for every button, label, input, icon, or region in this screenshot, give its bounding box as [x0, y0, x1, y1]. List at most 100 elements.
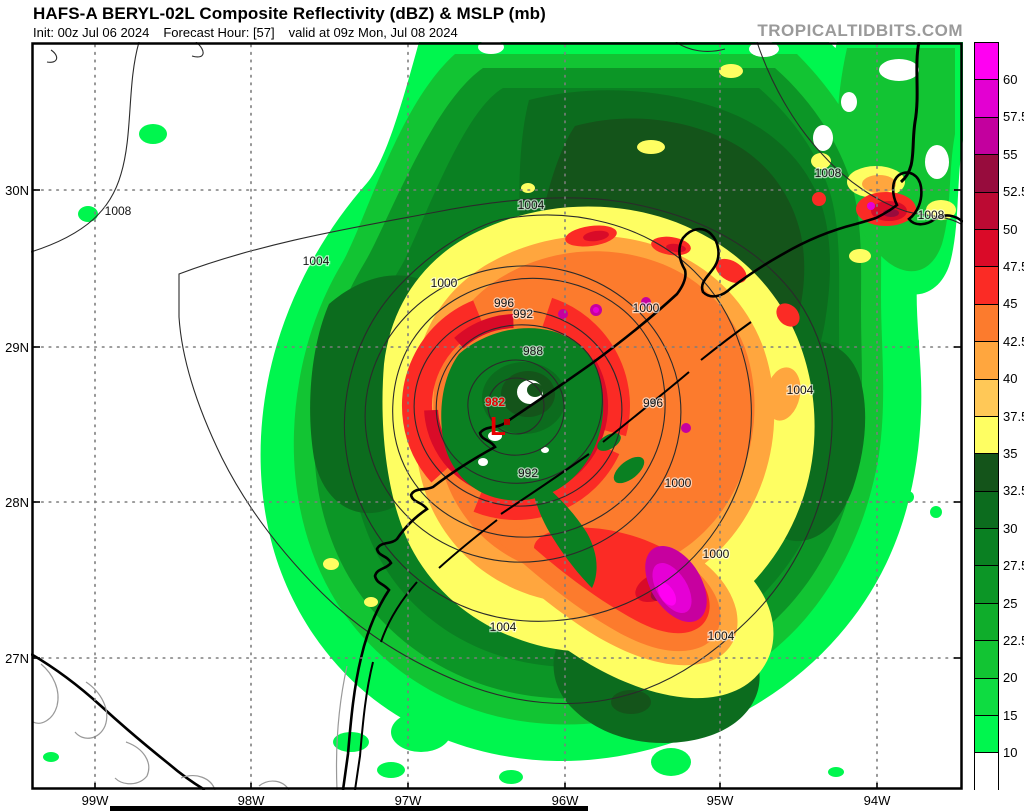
- colorbar-tick-label: 60: [1003, 71, 1018, 87]
- clear-air-hole: [813, 125, 833, 151]
- latitude-label: 28N: [5, 495, 29, 510]
- isobar-label: 1000: [703, 547, 730, 561]
- colorbar-tick-label: 47.5: [1003, 258, 1024, 274]
- barrier-island: [500, 453, 590, 515]
- longitude-label: 99W: [81, 793, 109, 808]
- radar-magenta-speck: [641, 297, 651, 307]
- inland-water-line: [114, 741, 150, 785]
- valid-time: valid at 09z Mon, Jul 08 2024: [288, 25, 458, 40]
- colorbar-segment: [975, 304, 998, 343]
- barrier-island: [700, 321, 752, 361]
- radar-blob: [637, 140, 665, 154]
- rio-grande: [31, 652, 206, 790]
- watermark: TROPICALTIDBITS.COM: [757, 21, 963, 40]
- radar-blob: [849, 249, 871, 263]
- isobar-line: [435, 324, 603, 484]
- radar-magenta-core: [657, 582, 677, 606]
- page-title: HAFS-A BERYL-02L Composite Reflectivity …: [33, 4, 546, 23]
- radar-blob: [902, 491, 914, 503]
- colorbar-tick-label: 45: [1003, 296, 1018, 312]
- isobar-label: 996: [643, 396, 663, 410]
- radar-blob: [377, 762, 405, 778]
- colorbar-tick-label: 57.5: [1003, 109, 1024, 125]
- latlon-grid: [33, 44, 961, 789]
- isobar-line: [31, 42, 140, 253]
- clear-air-hole: [879, 59, 919, 81]
- isobar-line: [343, 214, 752, 622]
- radar-magenta-speck: [593, 307, 599, 313]
- isobar-label: 1004: [708, 629, 735, 643]
- init-time: Init: 00z Jul 06 2024: [33, 25, 150, 40]
- colorbar-segment: [975, 43, 998, 81]
- radar-blob: [930, 506, 942, 518]
- radar-blob: [719, 64, 743, 78]
- low-pressure-value: 982: [485, 395, 505, 409]
- clear-air-hole: [841, 92, 857, 112]
- longitude-label: 94W: [863, 793, 891, 808]
- longitude-label: 97W: [394, 793, 422, 808]
- clear-air-hole: [279, 172, 307, 192]
- colorbar-tick-label: 35: [1003, 445, 1018, 461]
- clear-air-hole: [749, 42, 779, 57]
- inland-water-line: [180, 775, 216, 790]
- colorbar-segment: [975, 192, 998, 230]
- colorbar-tick-label: 50: [1003, 221, 1018, 237]
- isobar-label: 1000: [431, 276, 458, 290]
- clear-air-hole: [541, 447, 549, 453]
- isobar-line: [756, 42, 962, 225]
- radar-blob: [613, 456, 645, 484]
- colorbar-segment: [975, 678, 998, 717]
- radar-blob: [898, 434, 912, 448]
- radar-blob: [139, 124, 167, 144]
- radar-blob: [43, 752, 59, 762]
- colorbar-segment: [975, 716, 998, 754]
- radar-blob: [828, 767, 844, 777]
- colorbar-segment: [975, 529, 998, 567]
- colorbar-segment: [975, 641, 998, 679]
- isobar-label: 1004: [787, 383, 814, 397]
- colorbar-segment: [975, 491, 998, 530]
- colorbar-tick-label: 30: [1003, 520, 1018, 536]
- radar-blob: [862, 175, 896, 193]
- colorbar-segment: [975, 342, 998, 380]
- inland-water-line: [32, 663, 59, 724]
- radar-blob: [903, 334, 919, 350]
- colorbar-segment: [975, 416, 998, 455]
- colorbar-tick-label: 37.5: [1003, 408, 1024, 424]
- radar-magenta-core: [652, 562, 692, 614]
- isobar-label: 1004: [303, 254, 330, 268]
- radar-blob: [597, 433, 621, 451]
- colorbar-tick-label: 32.5: [1003, 483, 1024, 499]
- radar-blob: [521, 183, 535, 193]
- longitude-label: 96W: [551, 793, 579, 808]
- radar-blob: [765, 367, 801, 421]
- weather-map: 1008100410041000996992988992996100010001…: [31, 42, 963, 790]
- radar-blob: [583, 230, 609, 242]
- subtitle: Init: 00z Jul 06 2024 Forecast Hour: [57]…: [33, 25, 472, 40]
- barrier-island: [354, 661, 374, 790]
- texas-coastline: [341, 171, 963, 790]
- colorbar-tick-label: 42.5: [1003, 333, 1024, 349]
- colorbar-segment: [975, 229, 998, 268]
- radar-magenta-speck: [558, 309, 568, 319]
- isobar-label: 1000: [665, 476, 692, 490]
- radar-magenta-speck: [867, 202, 875, 210]
- isobar-line: [487, 377, 545, 435]
- colorbar-tick-label: 15: [1003, 707, 1018, 723]
- longitude-label: 95W: [706, 793, 734, 808]
- isobar-label: 1004: [518, 198, 545, 212]
- isobar-line: [467, 359, 565, 456]
- radar-blob: [499, 770, 523, 784]
- clear-air-hole: [488, 431, 502, 441]
- colorbar-tick-label: 55: [1003, 146, 1018, 162]
- colorbar-segment: [975, 566, 998, 604]
- barrier-island: [602, 371, 690, 443]
- radar-magenta-speck: [681, 423, 691, 433]
- colorbar-tick-label: 52.5: [1003, 184, 1024, 200]
- isobar-label: 1008: [105, 204, 132, 218]
- inland-water-line: [74, 681, 108, 739]
- map-frame: [31, 42, 963, 790]
- radar-blob: [611, 690, 651, 714]
- coastlines: [31, 42, 963, 790]
- latitude-label: 30N: [5, 183, 29, 198]
